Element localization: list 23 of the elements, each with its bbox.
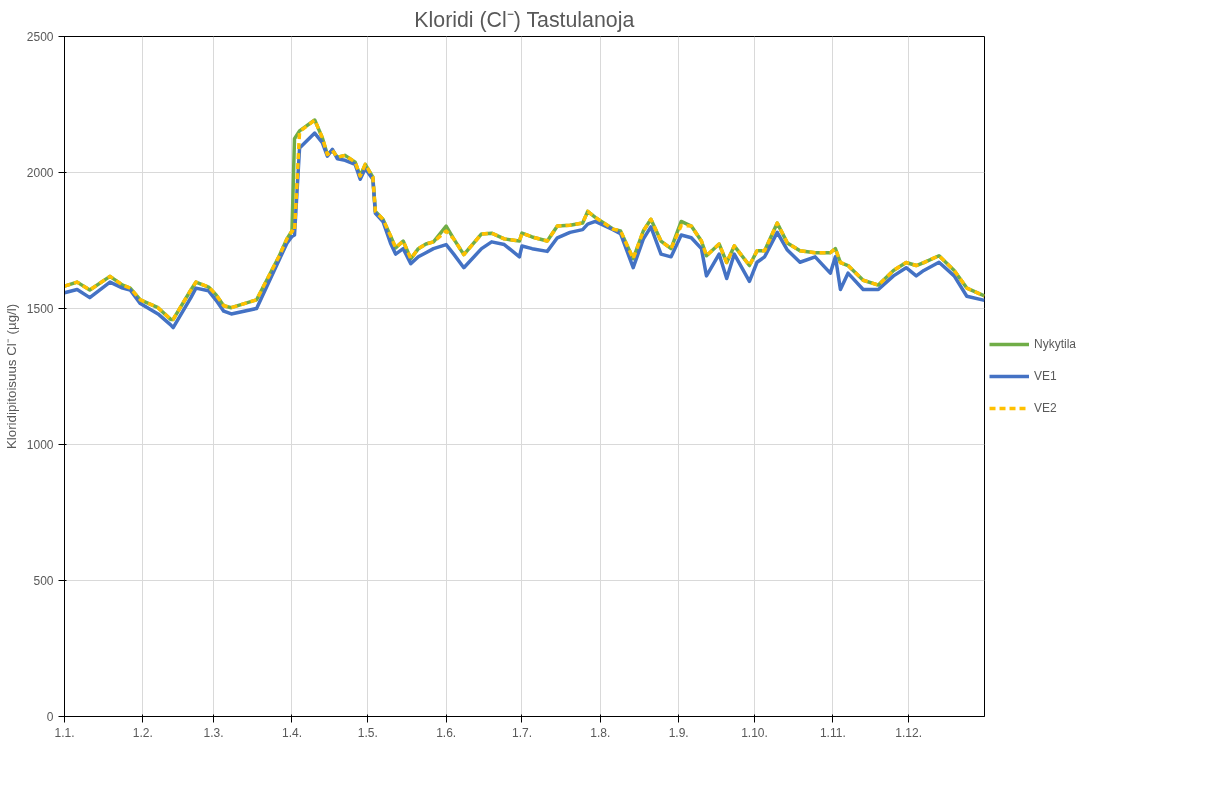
chart-title: Kloridi (Cl⁻) Tastulanoja [414,7,635,32]
legend-label: Nykytila [1034,337,1077,351]
y-tick-label: 1000 [26,438,54,452]
x-tick-label: 1.5. [357,725,378,740]
x-tick-label: 1.4. [281,725,302,740]
y-tick-label: 500 [33,574,54,588]
x-tick-label: 1.12. [895,725,923,740]
x-tick-label: 1.10. [741,725,768,740]
legend-label: VE2 [1034,401,1057,415]
y-axis-title: Kloridipitoisuus Cl⁻ (µg/l) [3,303,19,450]
x-tick-label: 1.8. [590,725,611,740]
x-tick-label: 1.2. [132,725,153,740]
x-tick-label: 1.9. [668,725,689,740]
x-tick-label: 1.6. [436,725,457,740]
x-tick-label: 1.7. [511,725,532,740]
y-tick-label: 1500 [26,302,54,316]
x-tick-label: 1.3. [203,725,224,740]
y-tick-label: 2500 [26,30,54,44]
y-tick-label: 0 [46,710,54,724]
x-tick-label: 1.1. [54,725,75,740]
y-tick-label: 2000 [26,166,54,180]
x-tick-label: 1.11. [819,725,846,740]
legend-label: VE1 [1034,369,1057,383]
